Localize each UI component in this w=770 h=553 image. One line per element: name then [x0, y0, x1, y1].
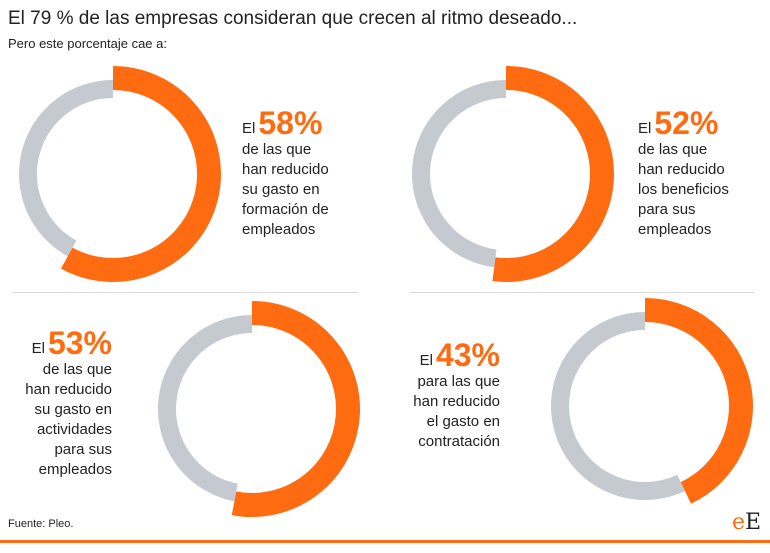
panel-4-desc-line: para las que — [417, 373, 500, 390]
panel-2-desc-line: los beneficios — [638, 181, 729, 198]
panel-1-desc-line: de las que — [242, 141, 312, 158]
panel-1-desc-line: empleados — [242, 221, 316, 238]
panel-3-desc-line: actividades — [36, 421, 112, 438]
logo-letter-E: E — [745, 510, 762, 535]
panel-3-text: El 53% de las que han reducido su gasto … — [14, 326, 112, 480]
panel-4-desc-line: han reducido — [413, 393, 500, 410]
panel-3-percentage: 53% — [47, 325, 112, 361]
panel-2-desc-line: empleados — [638, 221, 712, 238]
panel-1-desc-line: han reducido — [242, 161, 329, 178]
panel-3-desc-line: de las que — [42, 361, 112, 378]
panel-2-desc-line: han reducido — [638, 161, 725, 178]
donut-1-value-segment — [60, 66, 221, 282]
chart-title: El 79 % de las empresas consideran que c… — [8, 8, 578, 29]
panel-1-desc-line: su gasto en — [242, 181, 320, 198]
panel-4-prefix: El — [419, 352, 433, 369]
panel-3-desc-line: su gasto en — [34, 401, 112, 418]
panel-3-desc-line: para sus — [54, 441, 112, 458]
donut-3-track-segment — [158, 315, 253, 502]
panel-2-percentage: 52% — [654, 105, 719, 141]
panel-1-text: El 58% de las que han reducido su gasto … — [242, 106, 329, 240]
panel-1-percentage: 58% — [258, 105, 323, 141]
panel-4-percentage: 43% — [435, 337, 500, 373]
panel-1-desc-line: formación de — [242, 201, 329, 218]
bottom-accent-bar — [0, 540, 770, 543]
panel-3-prefix: El — [31, 340, 45, 357]
logo-letter-e: e — [732, 510, 746, 535]
panel-1-prefix: El — [242, 120, 256, 137]
donut-1-track-segment — [19, 80, 114, 257]
donut-4-track-segment — [551, 312, 686, 500]
panel-2-prefix: El — [638, 120, 652, 137]
donut-2-track-segment — [412, 80, 507, 268]
panel-2-desc-line: de las que — [638, 141, 708, 158]
donut-4-value-segment — [644, 298, 753, 504]
panel-3-desc-line: han reducido — [25, 381, 112, 398]
panel-4-text: El 43% para las que han reducido el gast… — [404, 338, 500, 452]
donut-2-value-segment — [492, 66, 614, 282]
divider-left — [12, 292, 358, 293]
source-note: Fuente: Pleo. — [8, 518, 74, 530]
panel-2-desc-line: para sus — [638, 201, 696, 218]
panel-4-desc-line: contratación — [418, 433, 500, 450]
panel-2-text: El 52% de las que han reducido los benef… — [638, 106, 729, 240]
panel-4-desc-line: el gasto en — [426, 413, 500, 430]
chart-subtitle: Pero este porcentaje cae a: — [8, 36, 167, 51]
publisher-logo: eE — [732, 510, 761, 535]
donut-3-value-segment — [231, 301, 360, 517]
divider-right — [410, 292, 754, 293]
panel-3-desc-line: empleados — [38, 461, 112, 478]
